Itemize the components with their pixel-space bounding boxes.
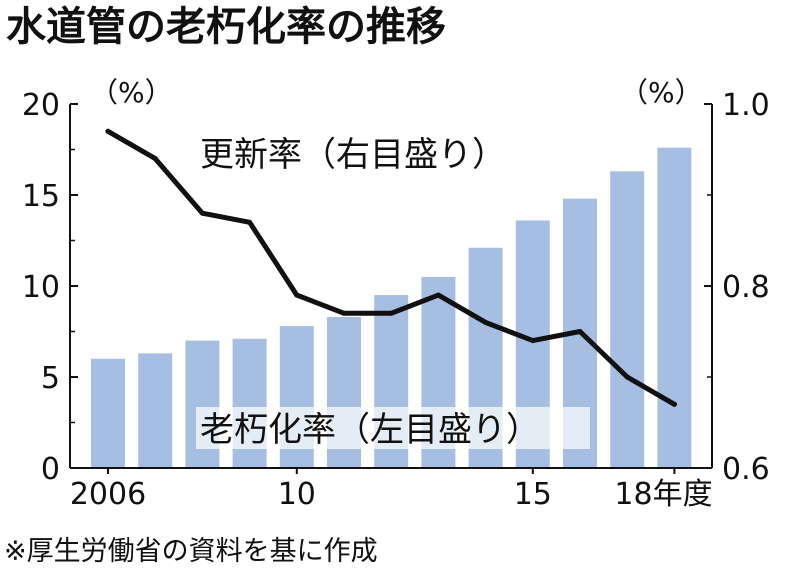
bar-2006 bbox=[91, 358, 125, 468]
line-point-2018 bbox=[671, 401, 677, 407]
line-series bbox=[105, 128, 677, 407]
x-tick-label: 2006 bbox=[70, 477, 146, 512]
line-point-2015 bbox=[530, 338, 536, 344]
left-axis-unit: （%） bbox=[90, 76, 173, 109]
right-tick-label: 0.6 bbox=[722, 452, 770, 487]
line-point-2011 bbox=[341, 310, 347, 316]
x-tick-label: 18年度 bbox=[614, 477, 712, 512]
line-point-2013 bbox=[435, 292, 441, 298]
line-point-2009 bbox=[247, 219, 253, 225]
x-tick-label: 15 bbox=[514, 477, 552, 512]
right-axis-unit: （%） bbox=[620, 76, 703, 109]
left-tick-label: 5 bbox=[41, 361, 60, 396]
left-tick-label: 10 bbox=[22, 270, 60, 305]
line-point-2008 bbox=[199, 210, 205, 216]
line-point-2012 bbox=[388, 310, 394, 316]
x-tick-label: 10 bbox=[278, 477, 316, 512]
line-series-label: 更新率（右目盛り） bbox=[200, 135, 506, 175]
bar-series-label-bg bbox=[196, 407, 590, 449]
line-point-2010 bbox=[294, 292, 300, 298]
bar-2007 bbox=[138, 353, 173, 468]
bar-series-label: 老朽化率（左目盛り） bbox=[200, 410, 540, 450]
left-tick-label: 0 bbox=[41, 452, 60, 487]
chart-title: 水道管の老朽化率の推移 bbox=[6, 4, 446, 50]
left-tick-label: 20 bbox=[22, 88, 60, 123]
right-tick-label: 0.8 bbox=[722, 270, 770, 305]
axes: 20 15 10 5 0 1.0 0.8 0.6 2006 10 15 18年度 bbox=[22, 88, 770, 512]
source-note: ※厚生労働省の資料を基に作成 bbox=[4, 536, 378, 567]
bar-2017 bbox=[610, 171, 645, 468]
line-point-2017 bbox=[624, 374, 630, 380]
line-point-2007 bbox=[152, 156, 158, 162]
line-point-2014 bbox=[483, 319, 489, 325]
line-point-2006 bbox=[105, 128, 111, 134]
left-tick-label: 15 bbox=[22, 179, 60, 214]
right-tick-label: 1.0 bbox=[722, 88, 770, 123]
bar-2018 bbox=[657, 147, 692, 468]
line-point-2016 bbox=[577, 329, 583, 334]
